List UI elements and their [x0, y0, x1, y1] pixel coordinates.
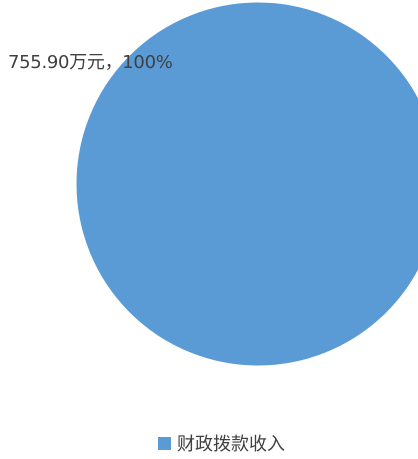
slice-data-label: 755.90万元，100% [8, 52, 173, 73]
legend: 财政拨款收入 [158, 430, 285, 456]
pie-slice [75, 1, 418, 367]
legend-label: 财政拨款收入 [177, 434, 285, 455]
legend-swatch [158, 436, 171, 450]
